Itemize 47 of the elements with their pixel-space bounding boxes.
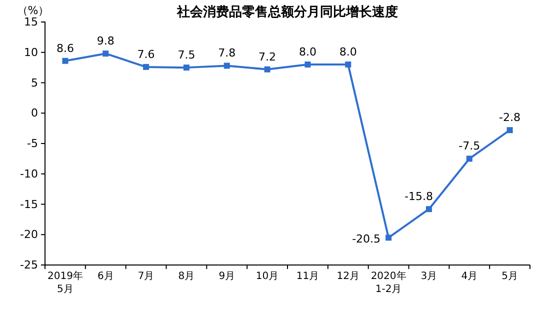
data-label: 8.0 <box>298 46 316 59</box>
y-tick-label: -5 <box>27 137 38 150</box>
y-tick-label: 0 <box>31 106 38 120</box>
x-tick-label: 11月 <box>296 271 320 282</box>
point <box>102 50 109 57</box>
data-label: -2.8 <box>499 111 521 124</box>
point <box>506 127 513 134</box>
x-tick-label: 7月 <box>138 271 154 282</box>
data-label: -20.5 <box>352 232 381 246</box>
point <box>426 206 432 212</box>
y-tick-label: -15 <box>20 198 38 211</box>
x-tick-label: 10月 <box>256 271 279 282</box>
data-label: 7.2 <box>258 50 276 64</box>
x-tick-label: 6月 <box>97 271 114 282</box>
x-tick-label: 3月 <box>420 271 438 282</box>
x-tick-label: 12月 <box>336 271 360 282</box>
y-tick-label: -20 <box>20 228 38 242</box>
x-tick-label: 8月 <box>178 271 195 282</box>
data-label: -7.5 <box>458 140 480 153</box>
data-label: 9.8 <box>96 34 114 48</box>
chart-title: 社会消费品零售总额分月同比增长速度 <box>176 4 398 20</box>
x-tick-label: 2019年 5月 <box>47 270 83 295</box>
data-label: 8.0 <box>339 46 357 59</box>
point <box>466 156 472 162</box>
point <box>62 58 68 64</box>
point <box>304 62 311 68</box>
y-axis-title: （%） <box>16 4 50 17</box>
point <box>386 234 392 241</box>
y-tick-label: -10 <box>20 167 38 180</box>
data-label: 8.6 <box>56 42 74 55</box>
point <box>143 64 150 70</box>
point <box>264 66 270 72</box>
point <box>345 62 352 68</box>
x-tick-label: 9月 <box>218 271 236 282</box>
x-tick-label: 4月 <box>461 271 478 282</box>
point <box>224 62 230 69</box>
data-label: 7.8 <box>218 46 236 60</box>
data-label: 7.5 <box>178 48 196 62</box>
y-tick-label: 5 <box>31 76 38 90</box>
data-label: -15.8 <box>404 190 433 204</box>
data-label: 7.6 <box>137 48 155 61</box>
y-tick-label: -25 <box>20 258 38 272</box>
y-tick-label: 15 <box>24 16 38 29</box>
y-tick-label: 10 <box>24 46 38 59</box>
point <box>183 64 190 71</box>
x-tick-label: 5月 <box>502 271 518 282</box>
x-tick-label: 2020年 1-2月 <box>370 270 406 295</box>
